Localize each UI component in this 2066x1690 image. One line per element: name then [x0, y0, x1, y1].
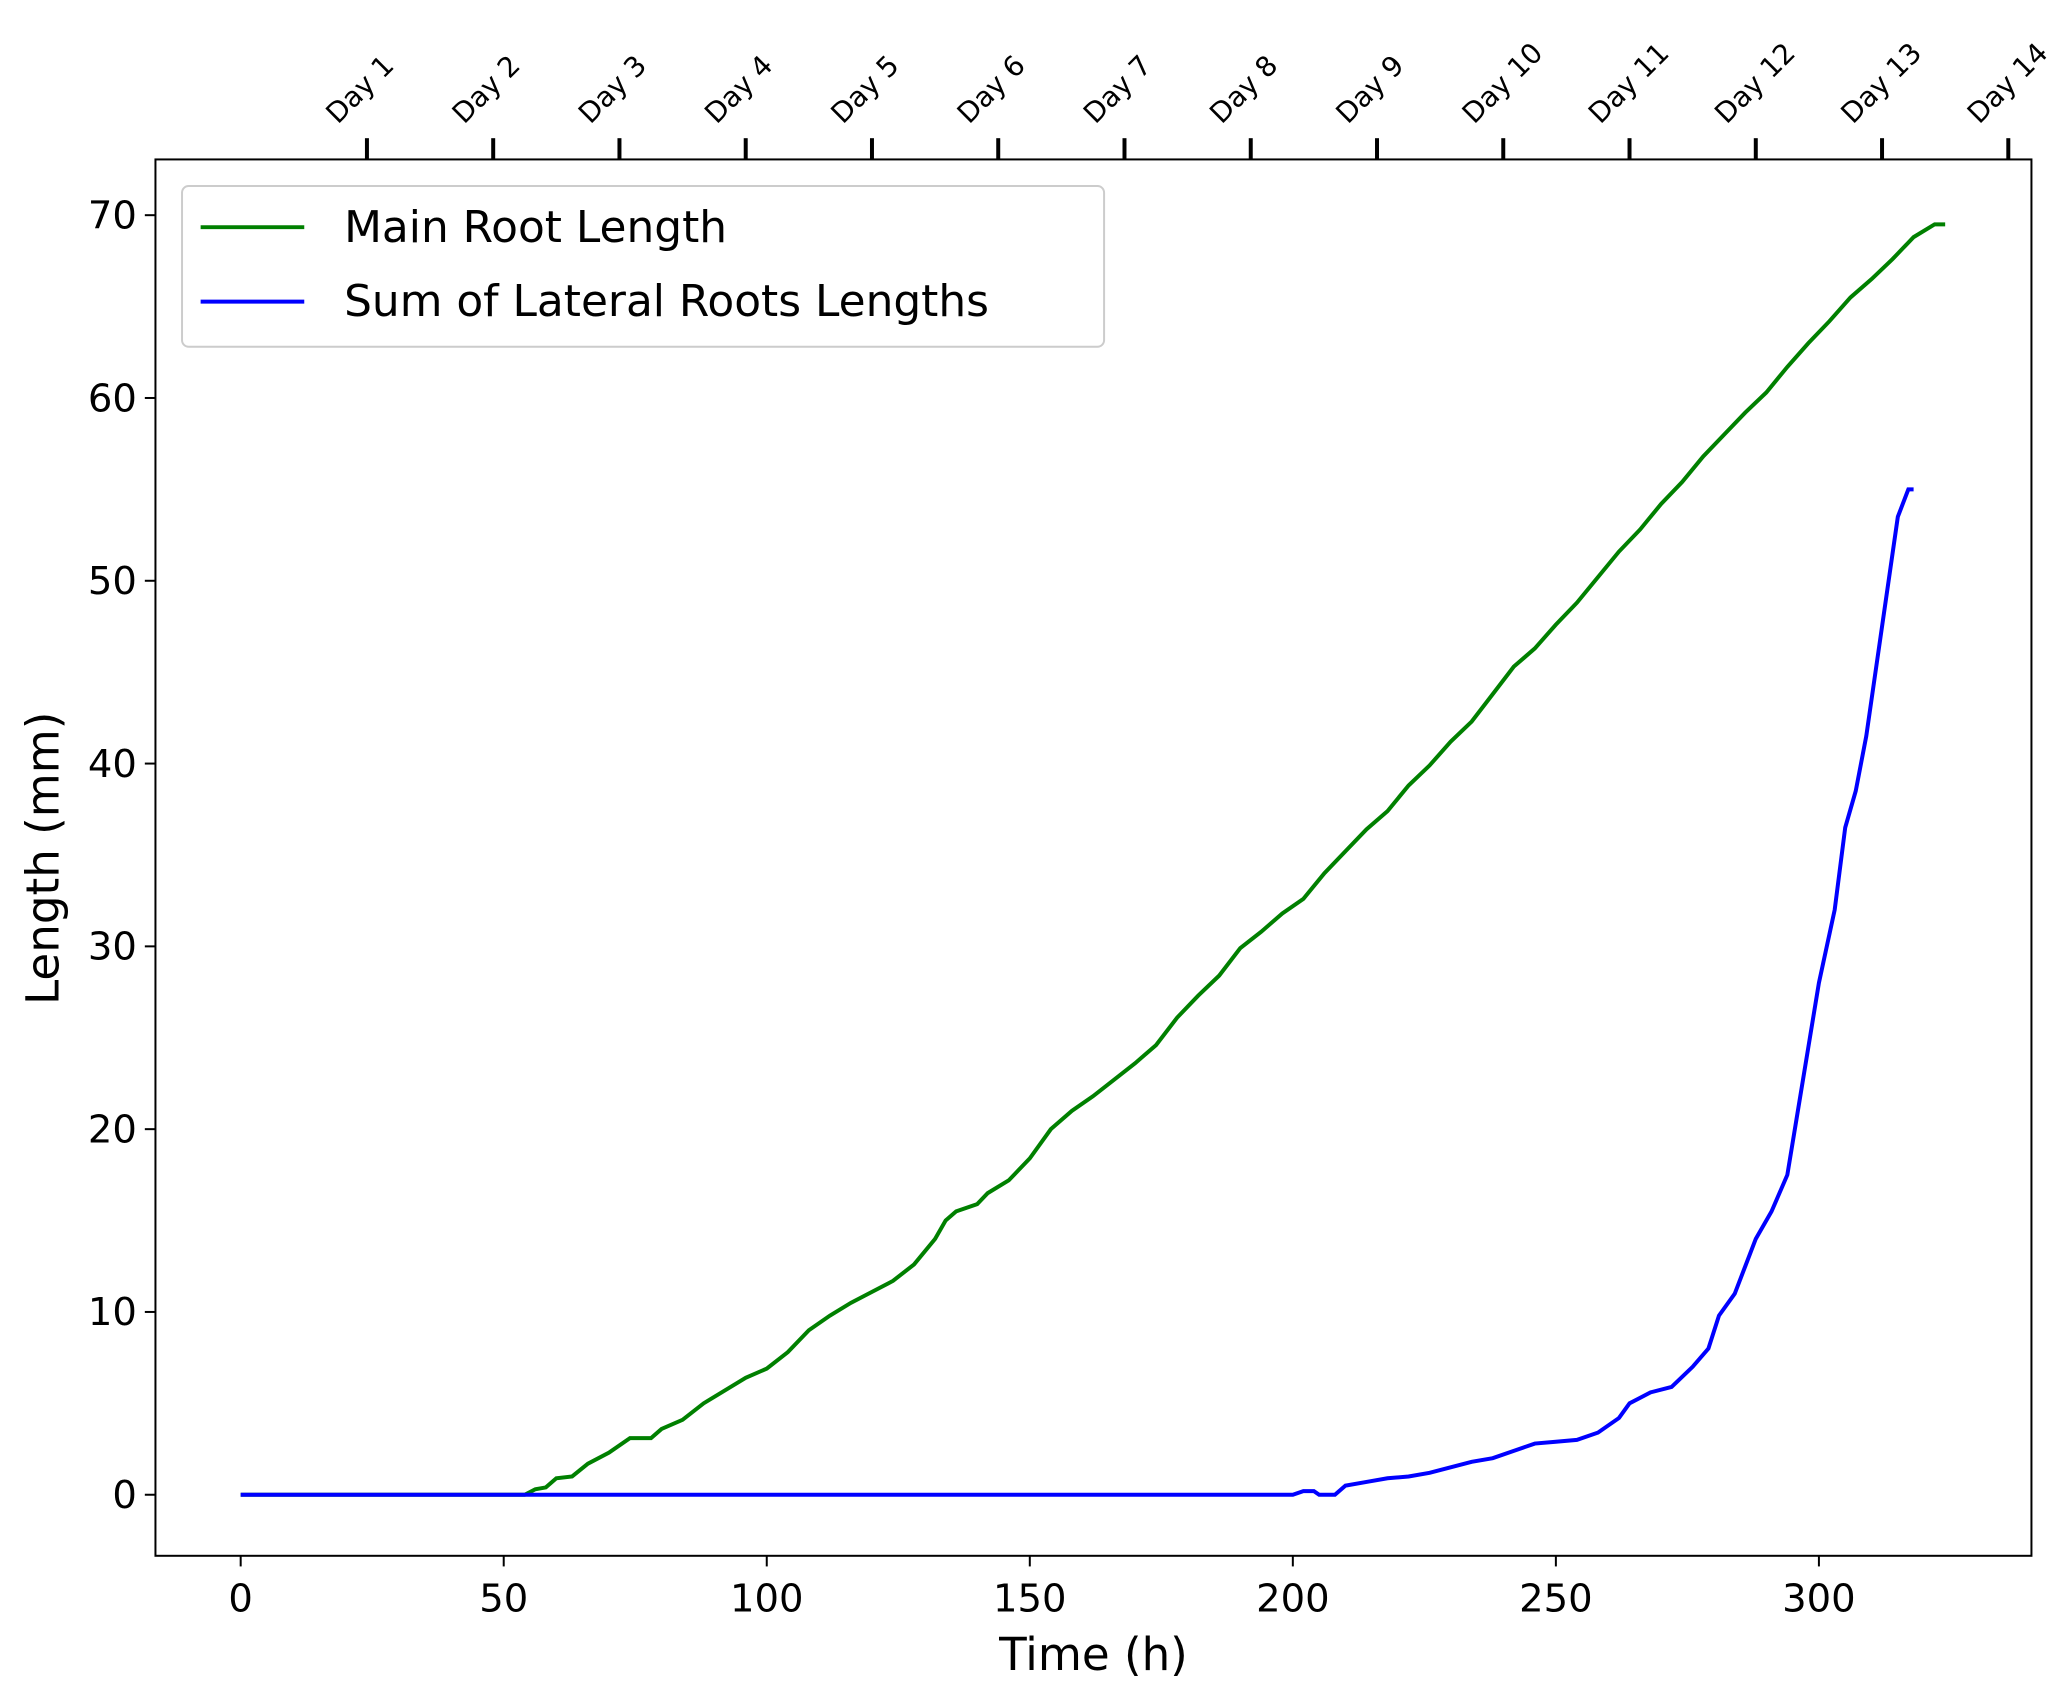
x-tick-label: 150 [993, 1577, 1067, 1622]
x-tick-label: 200 [1256, 1577, 1330, 1622]
top-tick-label: Day 4 [698, 49, 779, 130]
top-tick-label: Day 2 [446, 49, 527, 130]
y-tick-label: 50 [88, 559, 137, 604]
y-tick-label: 30 [88, 925, 137, 970]
x-tick-label: 50 [479, 1577, 528, 1622]
top-tick-label: Day 6 [951, 49, 1032, 130]
top-tick-label: Day 3 [572, 49, 653, 130]
x-tick-label: 250 [1519, 1577, 1593, 1622]
legend-label: Main Root Length [344, 202, 727, 253]
y-tick-label: 10 [88, 1290, 137, 1335]
top-tick-label: Day 8 [1203, 49, 1284, 130]
top-tick-label: Day 12 [1708, 36, 1802, 130]
top-tick-label: Day 14 [1961, 36, 2055, 130]
legend-label: Sum of Lateral Roots Lengths [344, 276, 989, 327]
top-tick-label: Day 7 [1077, 49, 1158, 130]
x-tick-label: 300 [1782, 1577, 1856, 1622]
y-axis-label: Length (mm) [16, 712, 69, 1005]
data-line [240, 222, 1946, 1497]
x-tick-label: 100 [730, 1577, 804, 1622]
top-tick-label: Day 10 [1456, 36, 1550, 130]
x-tick-label: 0 [228, 1577, 253, 1622]
top-tick-label: Day 11 [1582, 36, 1676, 130]
top-tick-label: Day 9 [1329, 49, 1410, 130]
y-tick-label: 0 [112, 1473, 137, 1518]
x-axis-label: Time (h) [998, 1628, 1188, 1681]
y-tick-label: 70 [88, 193, 137, 238]
plot-frame [154, 158, 2033, 1557]
data-line [240, 487, 1914, 1497]
y-tick-label: 20 [88, 1107, 137, 1152]
top-tick-label: Day 5 [824, 49, 905, 130]
y-tick-label: 60 [88, 376, 137, 421]
top-tick-label: Day 13 [1834, 36, 1928, 130]
legend-box [181, 185, 1106, 348]
y-tick-label: 40 [88, 742, 137, 787]
top-tick-label: Day 1 [319, 49, 400, 130]
